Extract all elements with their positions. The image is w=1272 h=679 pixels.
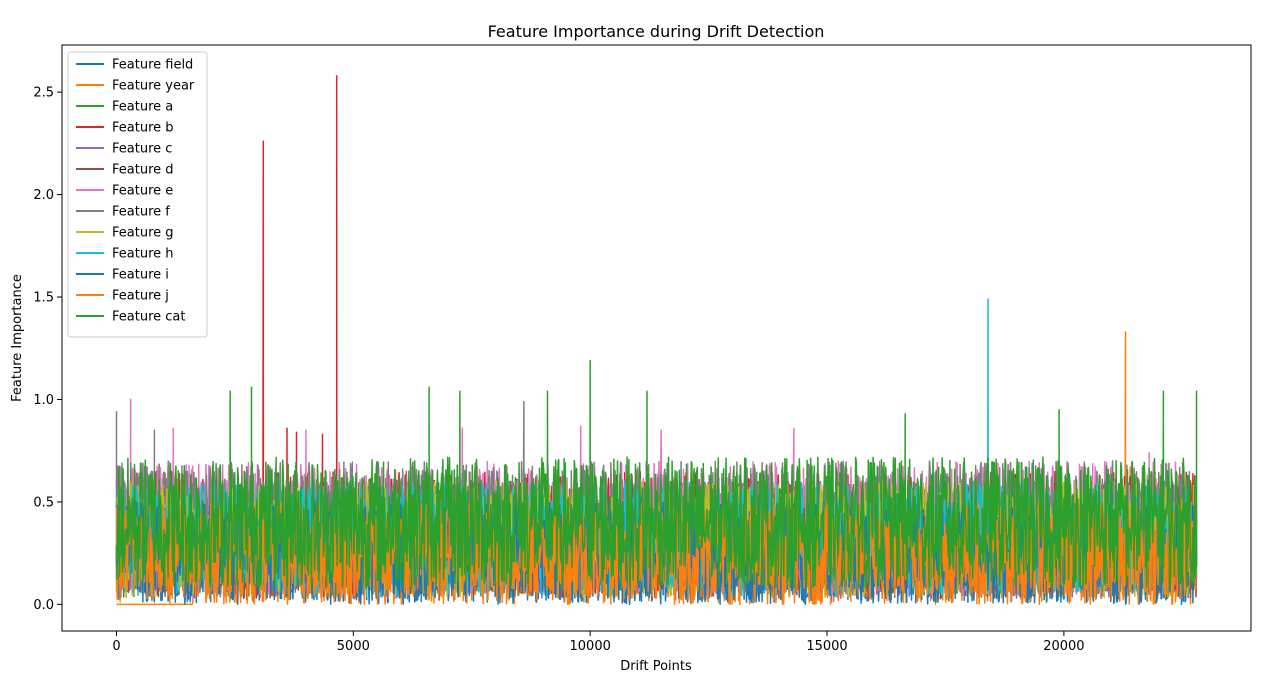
x-tick-label: 10000 [570, 639, 611, 654]
legend-entry: Feature year [112, 79, 195, 94]
y-tick-label: 0.0 [33, 598, 54, 613]
legend-entry: Feature g [112, 226, 174, 241]
x-tick-label: 20000 [1043, 639, 1084, 654]
legend-entry: Feature b [112, 121, 174, 136]
x-tick-label: 0 [112, 639, 120, 654]
y-tick-label: 2.5 [33, 86, 54, 101]
x-tick-label: 15000 [806, 639, 847, 654]
x-axis-label: Drift Points [620, 659, 692, 674]
legend-entry: Feature h [112, 247, 174, 262]
y-tick-label: 1.5 [33, 291, 54, 306]
plot-area [115, 74, 1198, 606]
legend-entry: Feature a [112, 100, 173, 115]
y-tick-label: 1.0 [33, 393, 54, 408]
legend-entry: Feature j [112, 289, 169, 304]
y-tick-label: 2.0 [33, 188, 54, 203]
legend-box [67, 51, 208, 338]
axes: 0 5000 10000 15000 20000 0.0 0.5 1.0 1.5 2.0 2.5 [33, 44, 1252, 654]
y-axis-label: Feature Importance [10, 274, 25, 402]
series-line-12 [115, 359, 1198, 589]
legend-entry: Feature field [112, 58, 193, 73]
legend-entry: Feature d [112, 163, 174, 178]
legend-entry: Feature c [112, 142, 172, 157]
y-tick-label: 0.5 [33, 495, 54, 510]
legend-entry: Feature e [112, 184, 173, 199]
axes-frame [61, 44, 1252, 632]
legend-entry: Feature cat [112, 310, 185, 325]
legend: Feature field Feature year Feature a Featur… [67, 51, 208, 338]
legend-entry: Feature f [112, 205, 170, 220]
x-tick-label: 5000 [337, 639, 370, 654]
chart-title: Feature Importance during Drift Detectio… [488, 22, 825, 41]
legend-entry: Feature i [112, 268, 169, 283]
